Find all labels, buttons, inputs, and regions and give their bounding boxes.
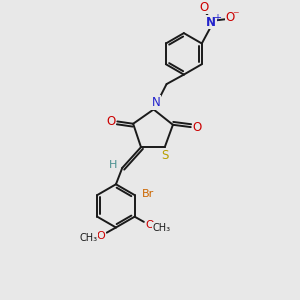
Text: O: O [225, 11, 235, 24]
Text: O: O [200, 1, 209, 14]
Text: +: + [213, 13, 221, 22]
Text: N: N [206, 16, 216, 29]
Text: N: N [152, 96, 160, 109]
Text: O: O [106, 115, 116, 128]
Text: O: O [97, 230, 105, 241]
Text: ⁻: ⁻ [232, 9, 239, 22]
Text: H: H [109, 160, 117, 170]
Text: CH₃: CH₃ [80, 233, 98, 243]
Text: Br: Br [142, 189, 154, 199]
Text: O: O [193, 121, 202, 134]
Text: CH₃: CH₃ [153, 223, 171, 232]
Text: S: S [162, 149, 169, 162]
Text: O: O [145, 220, 154, 230]
